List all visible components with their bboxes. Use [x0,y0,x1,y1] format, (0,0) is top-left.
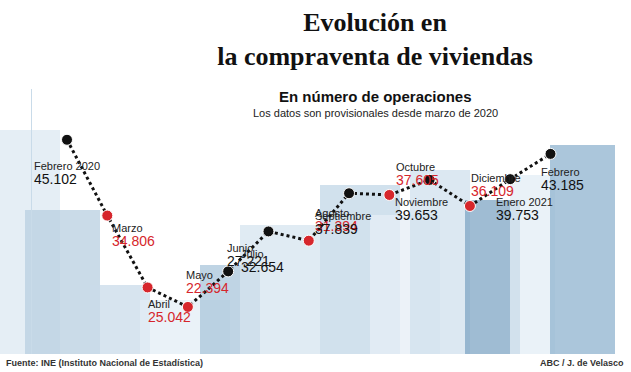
svg-text:Junio27.221: Junio27.221 [227,242,270,269]
svg-text:Septiembre37.839: Septiembre37.839 [315,210,371,237]
svg-text:Los datos son provisionales de: Los datos son provisionales desde marzo … [253,107,498,119]
svg-text:Julio32.654: Julio32.654 [241,248,284,275]
svg-text:Enero 202139.753: Enero 202139.753 [496,196,553,223]
svg-text:ABC / J. de Velasco: ABC / J. de Velasco [540,358,624,368]
svg-text:Mayo22.394: Mayo22.394 [186,269,229,296]
svg-text:Abril25.042: Abril25.042 [148,298,191,325]
svg-text:Agosto31.394: Agosto31.394 [315,207,358,234]
svg-text:Marzo34.806: Marzo34.806 [112,222,155,249]
svg-text:Fuente: INE (Instituto Naciona: Fuente: INE (Instituto Nacional de Estad… [6,358,203,368]
svg-text:Noviembre39.653: Noviembre39.653 [395,196,448,223]
svg-text:Febrero43.185: Febrero43.185 [541,166,584,193]
svg-text:Octubre37.605: Octubre37.605 [396,161,439,188]
svg-text:En número de operaciones: En número de operaciones [279,88,472,105]
svg-text:Evolución enla compraventa de: Evolución enla compraventa de viviendas [217,8,533,71]
svg-text:Diciembre36.109: Diciembre36.109 [471,172,521,199]
svg-text:Febrero 202045.102: Febrero 202045.102 [34,160,100,187]
